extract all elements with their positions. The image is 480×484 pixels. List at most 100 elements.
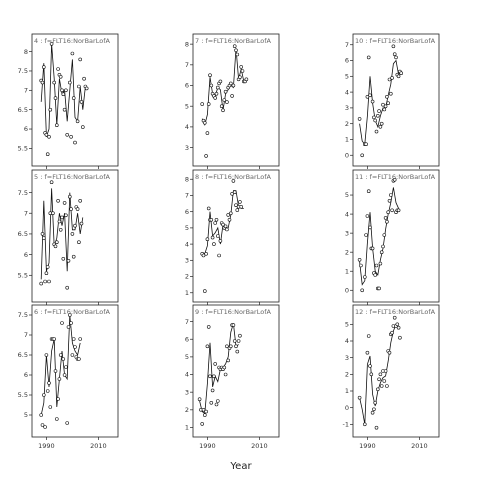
data-point [235, 349, 240, 354]
y-tick-label: 5 [185, 102, 189, 110]
y-tick-label: 0 [345, 286, 349, 294]
data-point [229, 211, 233, 216]
data-point [360, 153, 365, 158]
data-point [391, 44, 396, 49]
data-point [366, 189, 371, 193]
y-tick-label: 8 [24, 48, 28, 56]
data-point [39, 413, 44, 417]
data-point [61, 92, 66, 96]
data-point [383, 369, 388, 373]
data-point [231, 83, 236, 88]
data-point [226, 213, 230, 217]
data-point [214, 402, 219, 407]
y-tick-label: 7.5 [18, 67, 28, 75]
y-tick-label: 2 [185, 406, 189, 414]
data-point [78, 337, 82, 341]
y-tick-label: 6 [185, 82, 189, 90]
data-point [365, 350, 370, 355]
y-tick-label: 6 [24, 251, 28, 259]
data-point [68, 313, 72, 317]
data-point [53, 369, 58, 373]
data-point [387, 199, 392, 203]
data-point [369, 372, 374, 377]
data-point [64, 365, 68, 369]
data-point [390, 330, 394, 335]
data-point [372, 407, 376, 412]
panel-8: 9 : f=FLT16:NorBarLofA 1 2 3 4 5 6 7 1990 2010 [185, 304, 280, 450]
data-point [69, 321, 73, 325]
data-point [218, 79, 223, 84]
data-point [379, 384, 384, 388]
data-point [364, 233, 368, 237]
data-point [45, 265, 50, 269]
panel-title: 9 : f=FLT16:NorBarLofA [195, 308, 271, 316]
data-point [236, 339, 241, 343]
data-point [82, 76, 86, 81]
data-point [368, 364, 372, 368]
data-point [52, 80, 57, 85]
data-point [77, 84, 81, 89]
data-point [44, 133, 49, 137]
data-point [205, 344, 210, 349]
panel-frame [31, 33, 119, 167]
data-point [78, 199, 82, 203]
data-point [57, 219, 62, 224]
data-point [75, 119, 80, 124]
y-tick-label: 2 [185, 273, 189, 281]
data-point [203, 413, 207, 417]
panel-frame [352, 33, 440, 167]
data-point [44, 353, 49, 357]
data-point [212, 242, 216, 246]
data-point [239, 205, 243, 209]
y-tick-label: 6 [24, 125, 28, 133]
data-point [62, 107, 67, 112]
data-point [378, 261, 383, 266]
data-point [77, 357, 81, 361]
panel-frame [352, 169, 440, 303]
data-point [357, 117, 362, 121]
data-point [56, 67, 60, 71]
y-tick-label: 7 [185, 318, 189, 326]
y-tick-label: 5 [185, 224, 189, 232]
data-point [385, 384, 389, 388]
data-point [53, 96, 58, 100]
data-point [232, 44, 237, 49]
data-point [357, 257, 362, 262]
y-tick-label: 4 [345, 210, 349, 218]
data-point [223, 372, 228, 377]
data-point [60, 215, 64, 220]
data-point [232, 190, 237, 194]
data-point [40, 423, 45, 427]
data-point [213, 362, 217, 366]
data-point [225, 227, 229, 232]
data-point [388, 91, 393, 96]
data-point [81, 125, 85, 129]
y-tick-label: 3 [345, 104, 349, 112]
data-point [225, 344, 229, 349]
data-point [379, 121, 384, 126]
data-point [223, 89, 228, 94]
data-point [212, 374, 216, 379]
data-point [201, 253, 206, 258]
data-point [62, 373, 67, 377]
data-point [214, 92, 219, 96]
y-tick-label: 4 [185, 371, 189, 379]
panel-1: 4 : f=FLT16:NorBarLofA 5.5 6 6.5 7 7.5 8 [18, 33, 119, 169]
data-point [229, 81, 233, 86]
data-point [386, 210, 391, 214]
panel-title: 6 : f=FLT16:NorBarLofA [34, 308, 110, 316]
data-point [234, 344, 238, 349]
data-point [374, 263, 379, 268]
data-point [41, 236, 46, 240]
data-point [222, 365, 227, 370]
y-tick-label: 1 [185, 424, 189, 432]
x-tick-label: 2010 [411, 442, 428, 450]
data-point [238, 333, 242, 338]
y-tick-label: 7 [185, 192, 189, 200]
data-point [52, 337, 57, 341]
data-point [364, 142, 368, 146]
y-tick-label: 7.5 [18, 311, 28, 319]
y-tick-label: 5 [24, 411, 28, 419]
